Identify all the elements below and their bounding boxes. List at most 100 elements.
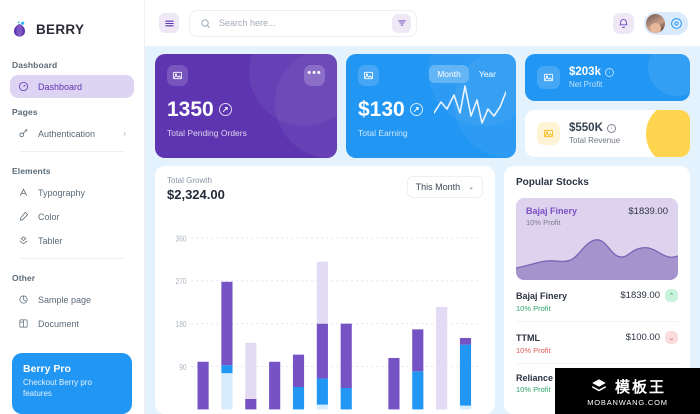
brand-name: BERRY [36,21,85,37]
sidebar: BERRY Dashboard Dashboard Pages Authenti… [0,0,145,414]
toggle-month[interactable]: Month [429,65,469,83]
key-icon [18,128,29,139]
net-profit-number: $203k [569,66,601,78]
trend-up-icon: ↗ [409,103,423,116]
berry-pro-promo-card[interactable]: Berry Pro Checkout Berry pro features [12,353,132,414]
stack-icon [591,379,607,392]
decor-blob [648,54,690,96]
total-growth-chart-card: Total Growth $2,324.00 This Month ⌄ 90 18… [155,166,495,414]
sidebar-item-tabler[interactable]: Tabler [10,229,134,252]
stock-price: $1839.00 [620,290,660,301]
sidebar-item-dashboard[interactable]: Dashboard [10,75,134,98]
chevron-up-icon: ⌃ [665,289,678,302]
earning-period-toggle[interactable]: Month Year [429,65,504,83]
sidebar-caption-other: Other [12,273,36,283]
card-image-icon [358,65,379,86]
svg-text:360: 360 [176,234,187,244]
earning-sparkline [433,83,507,134]
net-profit-value: $203k ↓ [569,66,614,78]
total-earning-number: $130 [358,98,405,121]
total-earning-card: Month Year $130 ↗ Total Earning [346,54,516,158]
palette-icon [18,211,29,222]
total-earning-label: Total Earning [358,128,408,138]
stock-price: $100.00 [625,332,660,343]
featured-stock-price: $1839.00 [628,206,668,217]
bell-icon[interactable] [613,12,634,34]
watermark-main: 模板王 [589,376,666,397]
total-revenue-label: Total Revenue [569,136,621,145]
featured-stock-area-chart [516,232,678,280]
sidebar-item-label: Typography [38,187,86,198]
avatar [646,13,665,33]
total-revenue-value: $550K ↓ [569,122,620,134]
watermark: 模板王 MOBANWANG.COM [555,368,700,414]
period-select[interactable]: This Month ⌄ [406,176,483,198]
featured-stock-card[interactable]: Bajaj Finery 10% Profit $1839.00 [516,198,678,280]
stock-profit: 10% Profit [516,385,551,394]
card-image-icon [167,65,188,86]
sidebar-item-label: Dashboard [38,81,83,92]
svg-text:180: 180 [176,319,187,329]
hamburger-icon[interactable] [159,13,179,33]
stock-profit: 10% Profit [516,346,551,355]
total-growth-label: Total Growth [167,176,212,185]
total-pending-orders-card: ••• 1350 ↗ Total Pending Orders [155,54,337,158]
tabler-icon [18,235,29,246]
total-revenue-number: $550K [569,122,603,134]
brand[interactable]: BERRY [0,0,144,46]
search-input[interactable] [219,18,384,28]
featured-stock-name: Bajaj Finery [526,206,578,216]
topbar [145,0,700,46]
toggle-year[interactable]: Year [478,69,496,79]
profile-menu[interactable] [644,11,688,35]
card-menu-button[interactable]: ••• [304,65,325,86]
sidebar-caption-elements: Elements [12,166,51,176]
card-image-icon [537,122,560,145]
promo-subtitle: Checkout Berry pro features [23,378,92,399]
stock-name: Reliance [516,373,554,383]
total-earning-value: $130 ↗ [358,99,504,120]
pending-orders-label: Total Pending Orders [167,128,247,138]
net-profit-card: $203k ↓ Net Profit [525,54,690,101]
sample-page-icon [18,294,29,305]
stock-list-item[interactable]: TTML $100.00 ⌄ 10% Profit [516,322,678,364]
net-profit-label: Net Profit [569,80,603,89]
dashboard-icon [18,81,29,92]
stock-list-item[interactable]: Reliance 10% Profit [516,364,678,402]
sidebar-divider [20,258,124,259]
watermark-text: 模板王 [614,378,666,396]
decor-blob [646,110,690,157]
search-icon [200,18,211,29]
stock-list-item[interactable]: Bajaj Finery $1839.00 ⌃ 10% Profit [516,280,678,322]
stock-profit: 10% Profit [516,304,551,313]
pending-orders-value: 1350 ↗ [167,99,325,120]
chevron-down-icon: ⌄ [468,184,474,191]
pending-orders-number: 1350 [167,98,214,121]
promo-title: Berry Pro [23,363,71,376]
sidebar-item-document[interactable]: Document [10,312,134,335]
sidebar-item-typography[interactable]: Typography [10,181,134,204]
chevron-right-icon: › [123,129,126,138]
gear-icon[interactable] [670,17,683,30]
download-icon: ↓ [604,67,614,77]
sidebar-item-sample-page[interactable]: Sample page [10,288,134,311]
search-bar[interactable] [189,9,417,37]
card-image-icon [537,66,560,89]
watermark-subtext: MOBANWANG.COM [587,397,668,407]
typography-icon [18,187,29,198]
stock-name: TTML [516,332,540,343]
sidebar-caption-dashboard: Dashboard [12,60,58,70]
sidebar-item-authentication[interactable]: Authentication › [10,122,134,145]
sidebar-nav: Dashboard Dashboard Pages Authentication… [0,46,144,336]
sidebar-item-label: Authentication [38,128,96,139]
content-area: ••• 1350 ↗ Total Pending Orders [145,46,700,414]
sidebar-item-label: Tabler [38,235,63,246]
filter-icon[interactable] [392,13,411,33]
sidebar-item-label: Color [38,211,60,222]
document-icon [18,318,29,329]
sidebar-item-color[interactable]: Color [10,205,134,228]
popular-stocks-title: Popular Stocks [516,177,589,188]
total-growth-value: $2,324.00 [167,187,225,202]
stock-name: Bajaj Finery [516,290,568,301]
